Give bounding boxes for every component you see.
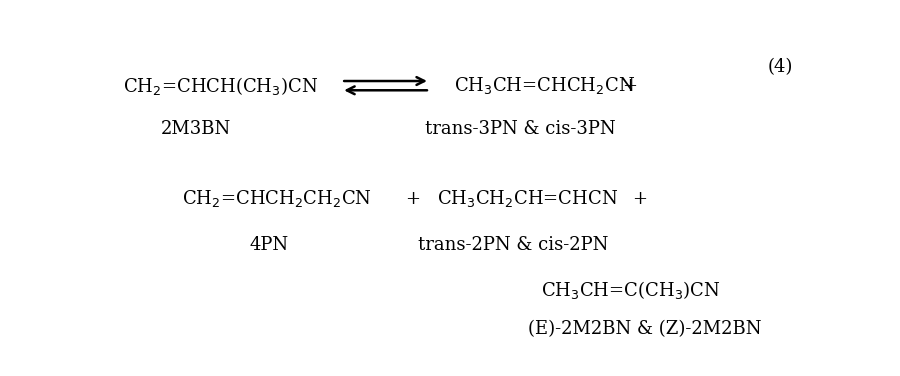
Text: (4): (4) xyxy=(767,58,793,76)
Text: +: + xyxy=(632,190,647,208)
Text: (E)-2M2BN & (Z)-2M2BN: (E)-2M2BN & (Z)-2M2BN xyxy=(527,320,761,338)
Text: CH$_3$CH=CHCH$_2$CN: CH$_3$CH=CHCH$_2$CN xyxy=(454,75,635,96)
Text: CH$_3$CH$_2$CH=CHCN: CH$_3$CH$_2$CH=CHCN xyxy=(436,188,618,209)
Text: +: + xyxy=(405,190,420,208)
Text: 4PN: 4PN xyxy=(250,236,289,254)
Text: CH$_2$=CHCH$_2$CH$_2$CN: CH$_2$=CHCH$_2$CH$_2$CN xyxy=(182,188,372,209)
Text: CH$_2$=CHCH(CH$_3$)CN: CH$_2$=CHCH(CH$_3$)CN xyxy=(123,75,318,97)
Text: trans-2PN & cis-2PN: trans-2PN & cis-2PN xyxy=(418,236,608,254)
Text: trans-3PN & cis-3PN: trans-3PN & cis-3PN xyxy=(425,120,616,138)
Text: CH$_3$CH=C(CH$_3$)CN: CH$_3$CH=C(CH$_3$)CN xyxy=(542,279,721,301)
Text: 2M3BN: 2M3BN xyxy=(161,120,231,138)
Text: +: + xyxy=(622,77,636,95)
